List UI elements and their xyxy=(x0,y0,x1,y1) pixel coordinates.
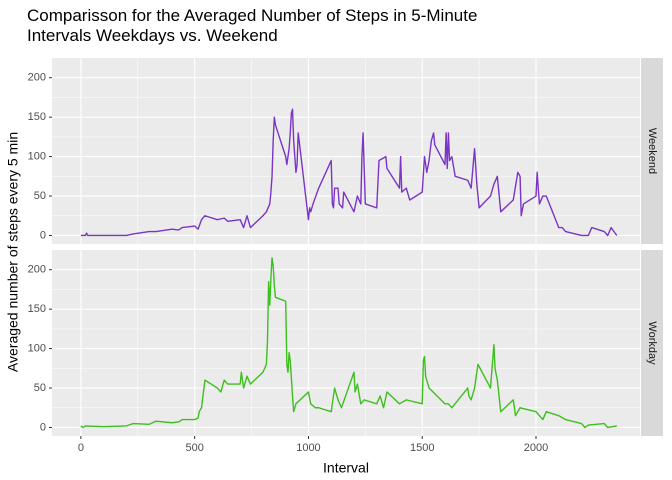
x-tick-label: 500 xyxy=(185,442,203,454)
x-tick-label: 1500 xyxy=(410,442,434,454)
panel-background xyxy=(52,58,640,244)
y-tick-label: 100 xyxy=(28,343,46,355)
facet-label: Weekend xyxy=(646,128,658,174)
x-tick-label: 2000 xyxy=(524,442,548,454)
y-tick-label: 50 xyxy=(34,190,46,202)
x-tick-label: 1000 xyxy=(296,442,320,454)
y-tick-label: 150 xyxy=(28,111,46,123)
y-tick-label: 200 xyxy=(28,72,46,84)
x-tick-label: 0 xyxy=(78,442,84,454)
x-axis-label: Interval xyxy=(323,460,369,476)
y-tick-label: 0 xyxy=(40,229,46,241)
y-tick-label: 150 xyxy=(28,303,46,315)
y-tick-label: 0 xyxy=(40,421,46,433)
y-axis-label: Averaged number of steps every 5 min xyxy=(5,132,21,372)
y-tick-label: 100 xyxy=(28,151,46,163)
y-tick-label: 200 xyxy=(28,264,46,276)
series-line xyxy=(80,257,617,429)
series-line xyxy=(80,108,618,237)
y-tick-label: 50 xyxy=(34,382,46,394)
facet-strip xyxy=(641,250,663,436)
facet-strip xyxy=(641,58,663,244)
chart-title: Comparisson for the Averaged Number of S… xyxy=(27,6,478,45)
panel-background xyxy=(52,250,640,436)
facet-label: Workday xyxy=(646,321,658,365)
